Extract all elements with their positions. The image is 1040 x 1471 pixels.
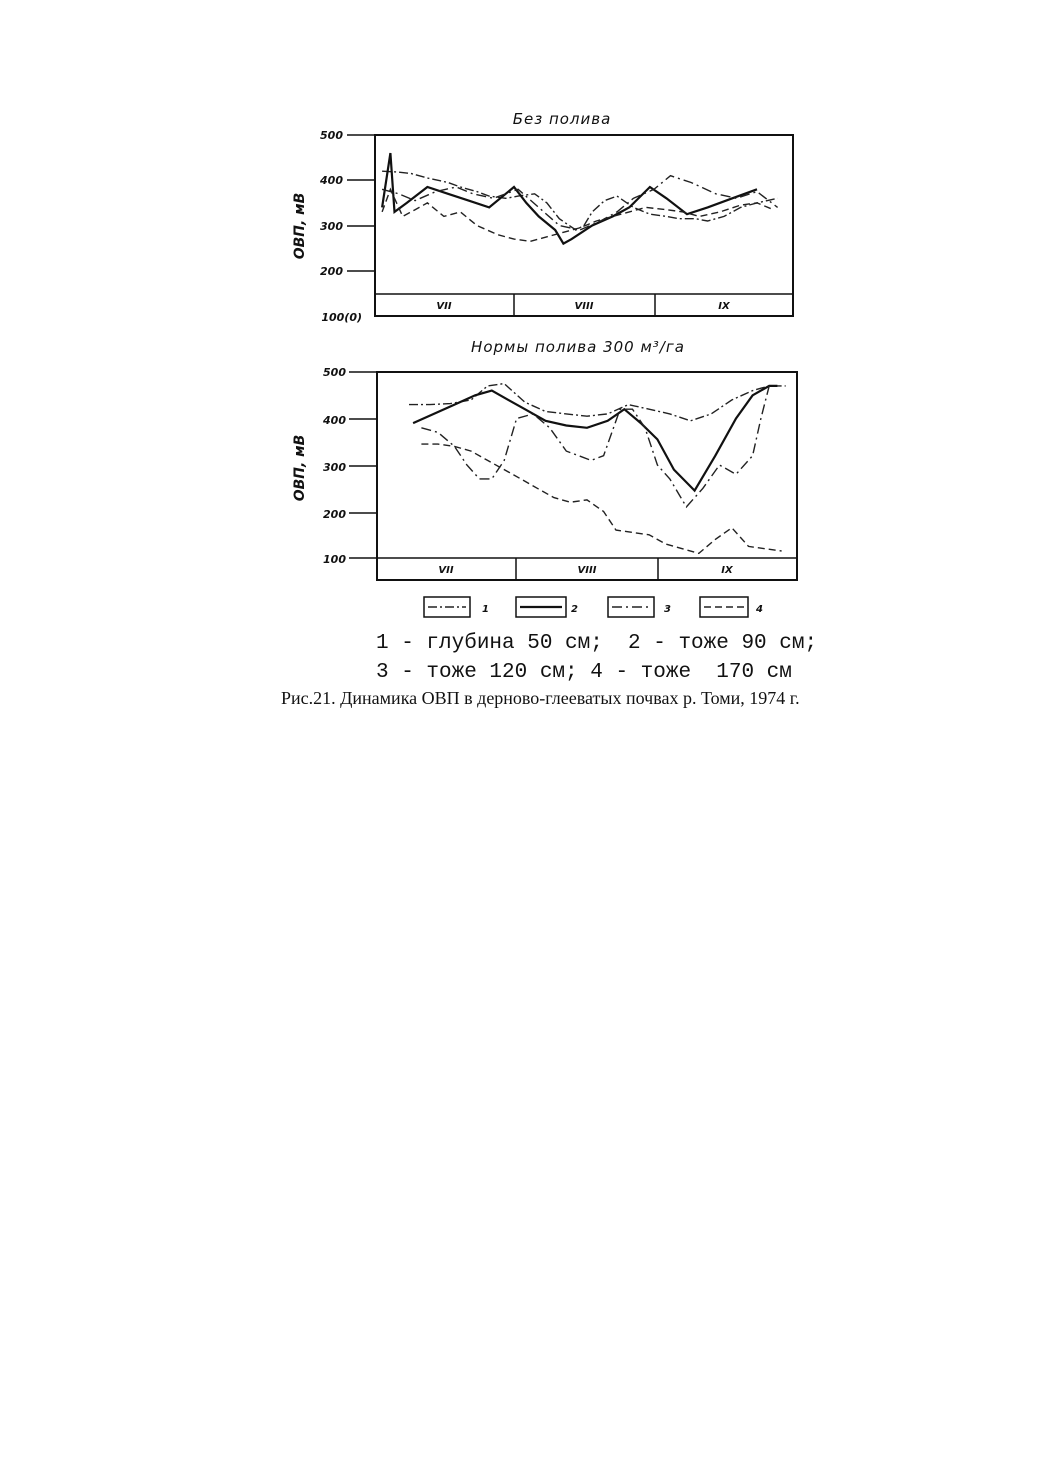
y-tick-label: 200 bbox=[323, 508, 346, 521]
y-tick-label: 500 bbox=[323, 366, 346, 379]
legend-description-line-2: 3 - тоже 120 см; 4 - тоже 170 см bbox=[376, 661, 792, 684]
legend-item-4: 4 bbox=[699, 596, 763, 618]
legend-description-line-1: 1 - глубина 50 см; 2 - тоже 90 см; bbox=[376, 632, 817, 655]
legend-label: 1 bbox=[482, 604, 489, 615]
plot-lines bbox=[409, 382, 786, 555]
legend-label: 2 bbox=[571, 604, 578, 615]
plot-frame bbox=[374, 134, 794, 317]
chart-irrigation-norm: Нормы полива 300 м³/га ОВП, мВ 500 400 3… bbox=[292, 338, 798, 581]
series-line-1 bbox=[382, 170, 778, 231]
y-tick-label: 400 bbox=[319, 174, 343, 187]
y-tick-label: 100 bbox=[323, 553, 346, 566]
plot-frame bbox=[376, 371, 798, 581]
chart-no-irrigation: Без полива ОВП, мВ 500 400 300 200 100(0… bbox=[292, 110, 794, 324]
legend-item-2: 2 bbox=[515, 596, 578, 618]
y-axis-ticks bbox=[349, 371, 377, 559]
legend-label: 4 bbox=[755, 604, 763, 615]
month-label: VIII bbox=[575, 301, 594, 312]
y-axis-label: ОВП, мВ bbox=[292, 435, 308, 502]
y-tick-label: 300 bbox=[323, 461, 346, 474]
legend-swatch bbox=[699, 596, 749, 618]
legend-swatch bbox=[515, 596, 567, 618]
series-line-3 bbox=[421, 385, 770, 509]
figure-caption: Рис.21. Динамика ОВП в дерново-глееватых… bbox=[281, 688, 800, 708]
y-axis-label: ОВП, мВ bbox=[292, 193, 308, 260]
chart-title: Нормы полива 300 м³/га bbox=[471, 338, 685, 356]
series-line-1 bbox=[409, 382, 786, 422]
chart-title: Без полива bbox=[513, 110, 612, 128]
legend-swatch bbox=[423, 596, 471, 618]
y-origin-label: 100(0) bbox=[321, 311, 362, 324]
series-line-4 bbox=[421, 443, 782, 555]
month-label: VII bbox=[438, 565, 453, 576]
y-tick-label: 200 bbox=[320, 265, 343, 278]
y-tick-label: 500 bbox=[320, 129, 343, 142]
legend-item-1: 1 bbox=[423, 596, 489, 618]
legend-item-3: 3 bbox=[607, 596, 671, 618]
month-label: VIII bbox=[578, 565, 597, 576]
plot-lines bbox=[381, 152, 779, 246]
legend-label: 3 bbox=[664, 604, 671, 615]
month-label: VII bbox=[436, 301, 451, 312]
y-tick-label: 400 bbox=[322, 414, 346, 427]
month-label: IX bbox=[721, 565, 734, 576]
series-line-3 bbox=[381, 174, 779, 231]
series-line-2 bbox=[412, 384, 778, 493]
y-axis-ticks bbox=[347, 134, 375, 272]
series-line-2 bbox=[381, 152, 758, 246]
series-line-4 bbox=[381, 187, 774, 243]
month-label: IX bbox=[718, 301, 731, 312]
legend-swatch bbox=[607, 596, 655, 618]
y-tick-label: 300 bbox=[320, 220, 343, 233]
legend: 1 2 3 4 1 - глубина 50 см; 2 - тоже 90 с… bbox=[376, 596, 817, 684]
